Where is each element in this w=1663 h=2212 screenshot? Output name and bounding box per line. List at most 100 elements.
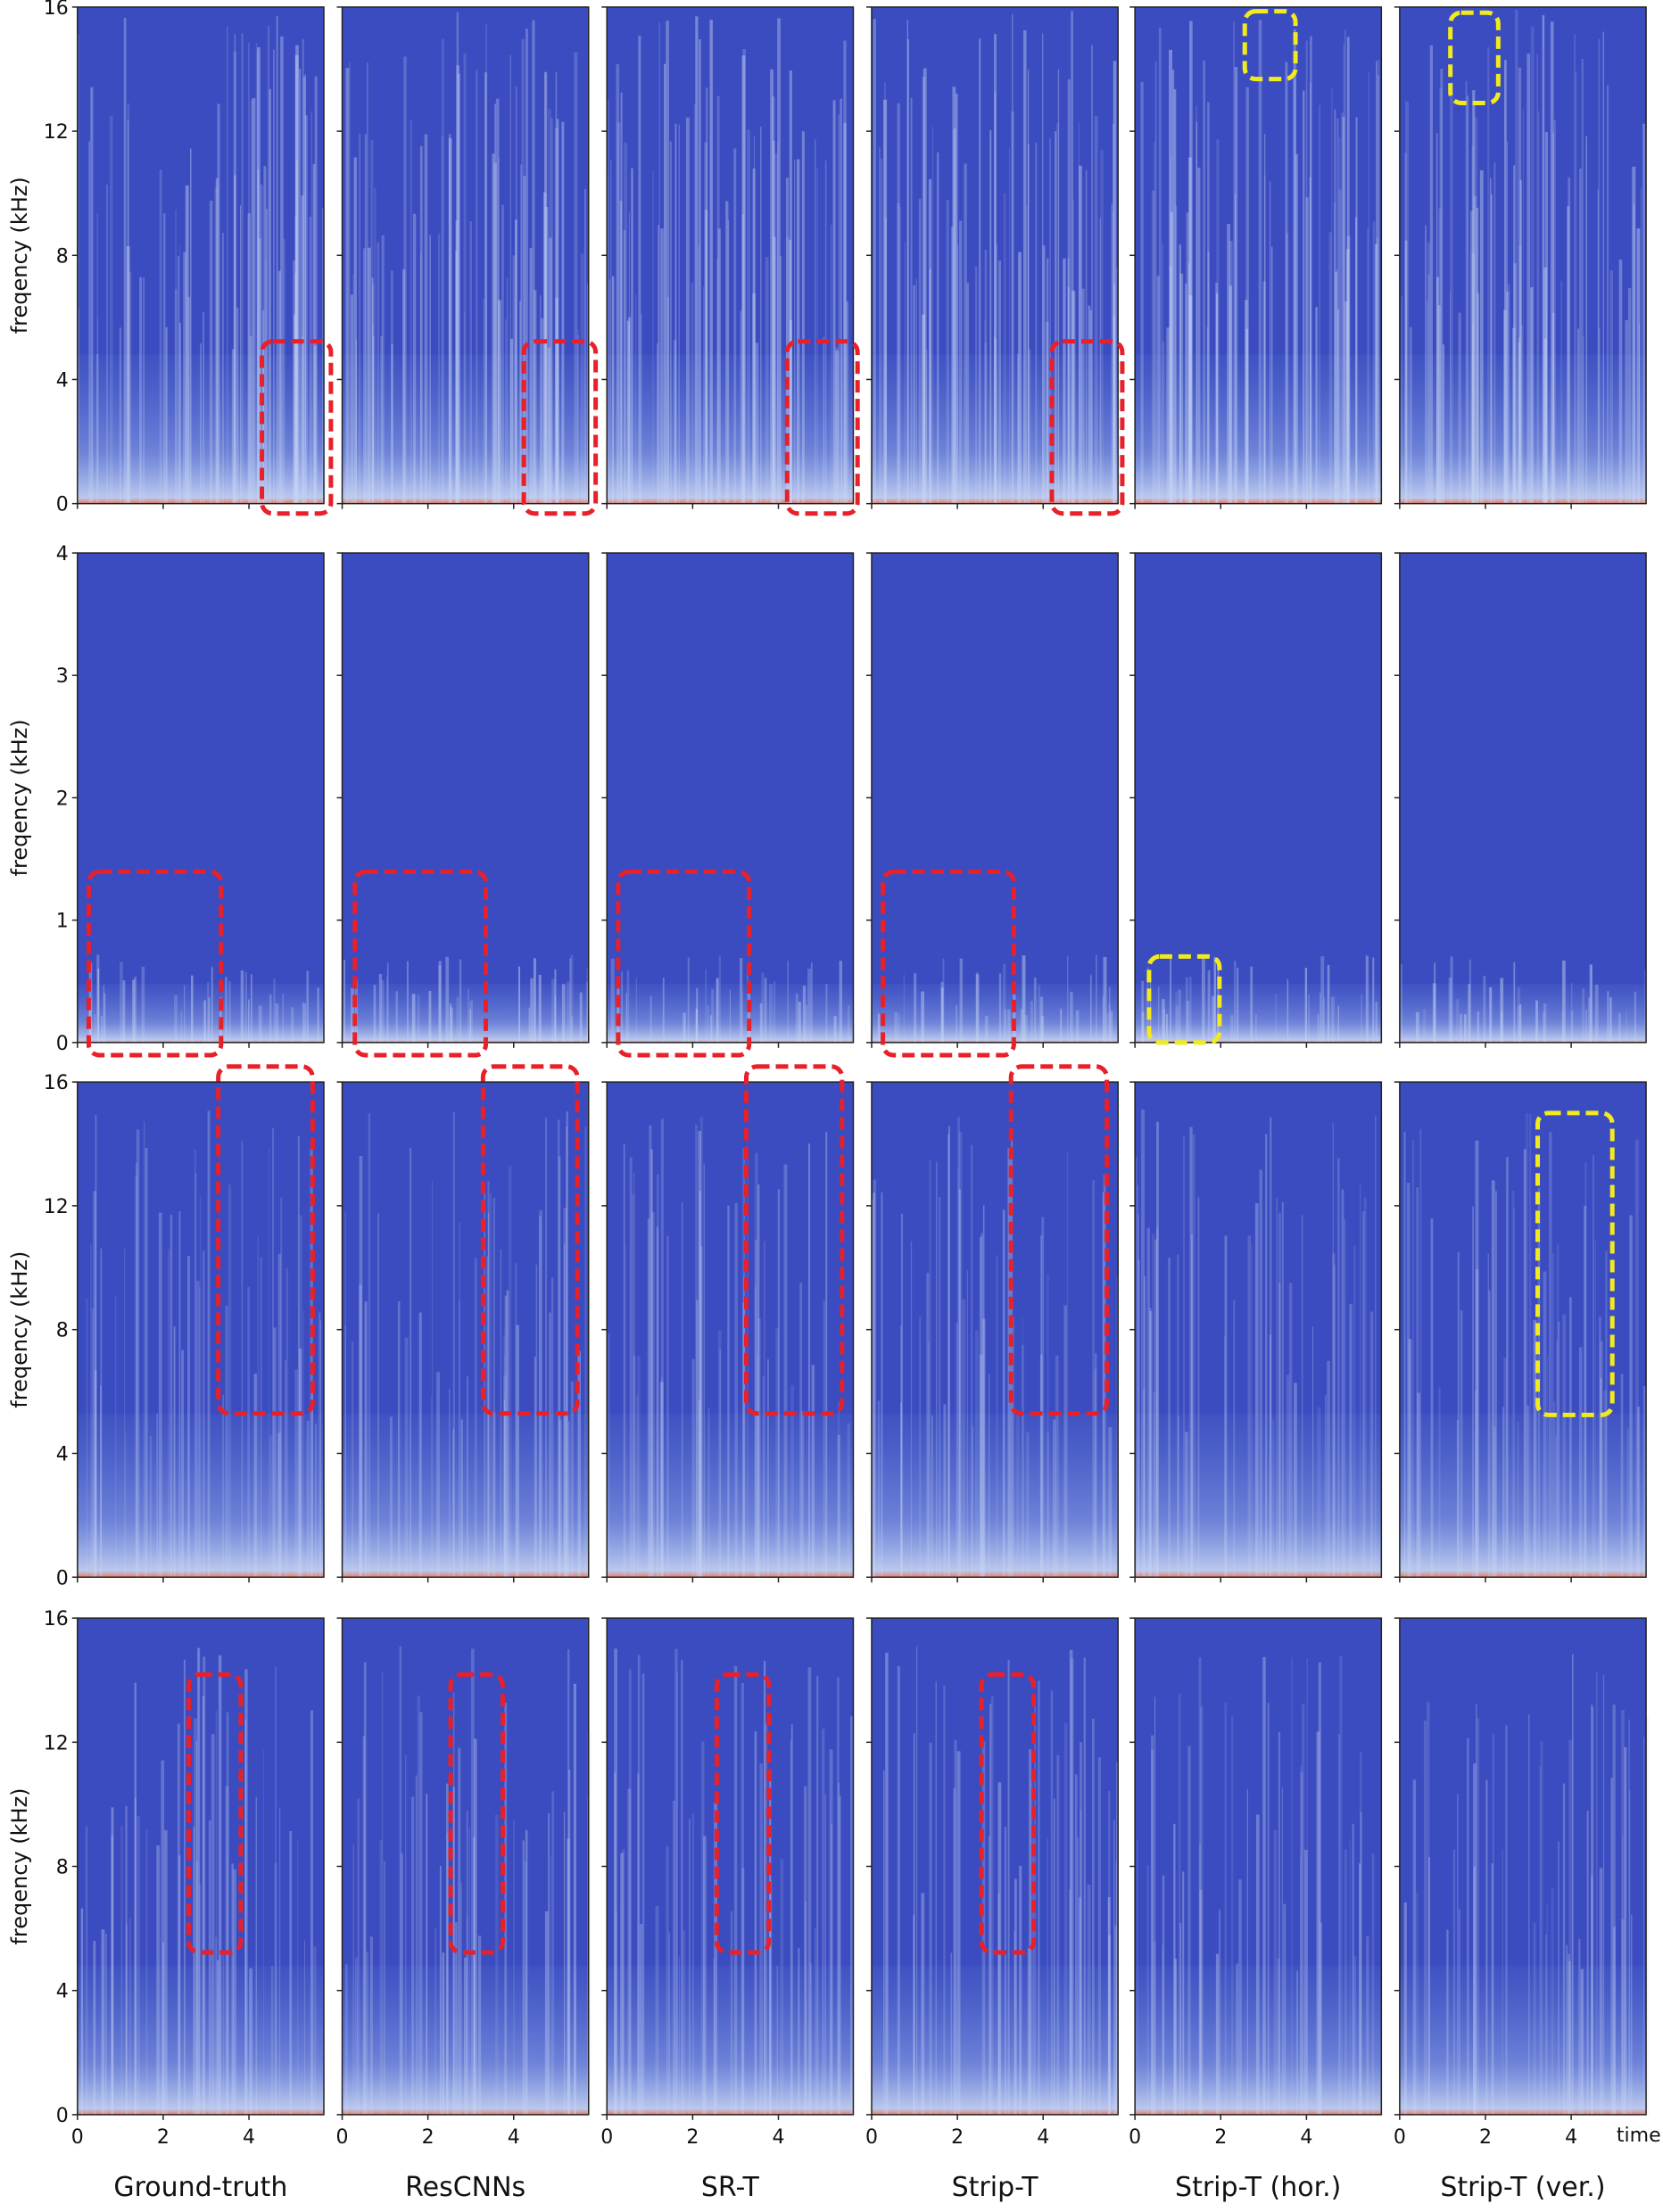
streak [534,1357,536,1578]
streak [1429,45,1434,504]
streak [647,1217,650,1578]
streak [1038,1680,1040,2115]
streak [1071,290,1075,504]
streak [1045,321,1049,504]
streak [1434,962,1435,1043]
streak [132,979,136,1043]
streak [299,1215,302,1578]
streak [1262,1656,1266,2115]
streak [1428,1856,1431,2115]
streak [1503,310,1507,504]
streak [626,319,628,504]
streak [707,1407,710,1578]
streak [1294,1382,1297,1578]
streak [1092,1718,1095,2115]
streak [998,260,1002,504]
streak [1561,1013,1563,1043]
streak [1598,328,1601,504]
streak [1075,1010,1080,1043]
streak [640,1924,643,2115]
streak [344,1964,348,2115]
streak [620,971,624,1043]
streak [185,185,189,504]
streak [691,1358,695,1578]
streak [149,1435,152,1578]
streak [1311,1326,1314,1578]
streak [368,247,371,504]
streak [187,1255,190,1578]
streak [449,1388,451,1578]
streak [713,1958,716,2115]
streak [143,276,145,504]
streak [273,49,275,504]
streak [899,206,902,504]
streak [203,1000,206,1043]
streak [101,1015,103,1043]
streak [699,1246,703,1578]
streak [199,1883,202,2115]
streak [1254,1203,1259,1578]
streak [1196,121,1198,504]
streak [1067,955,1069,1043]
streak [299,69,302,504]
streak [974,266,978,504]
streak [1405,101,1410,504]
streak [1517,1006,1519,1043]
streak [1337,1158,1340,1578]
streak [173,1326,176,1578]
streak [1108,1935,1112,2115]
streak [249,1968,252,2115]
streak [1336,268,1338,504]
streak [318,1312,321,1578]
x-tick-label: 0 [600,2126,613,2149]
streak [717,1330,722,1578]
streak [1513,962,1516,1043]
streak [748,992,750,1043]
streak [1151,1749,1154,2115]
streak [1153,1392,1156,1578]
streak [428,991,432,1043]
streak [504,1702,508,2115]
streak [1340,112,1344,504]
streak [244,1720,247,2115]
streak [1503,1358,1508,1578]
streak [100,1248,103,1578]
streak [1513,165,1516,504]
streak [1589,964,1593,1043]
highlight-box [881,869,1016,1058]
streak [467,988,469,1043]
streak [757,1318,761,1578]
streak [711,988,715,1043]
streak [1543,1271,1547,1578]
streak [650,1212,655,1578]
streak [956,93,958,504]
streak [119,327,121,504]
streak [1513,1207,1515,1578]
streak [1197,167,1201,504]
streak [455,220,459,504]
streak [1490,177,1492,504]
streak [1170,954,1172,1043]
spectrogram-texture [1399,9,1647,504]
streak [1047,1432,1050,1578]
streak [673,340,677,504]
streak [501,204,504,504]
streak [997,1782,1002,2115]
streak [404,1337,409,1578]
streak [448,137,452,504]
streak [780,1859,784,2115]
streak [381,979,385,1043]
spectrogram-texture [1399,956,1648,1043]
streak [1342,117,1345,504]
highlight-box [352,869,489,1058]
streak [1568,1740,1573,2115]
y-tick-label: 16 [44,1608,69,1630]
streak [742,1147,746,1578]
streak [275,1666,277,2115]
streak [178,245,181,504]
streak [897,103,900,504]
streak [120,962,123,1043]
streak [1456,1419,1459,1578]
streak [301,335,303,504]
streak [202,1696,205,2115]
